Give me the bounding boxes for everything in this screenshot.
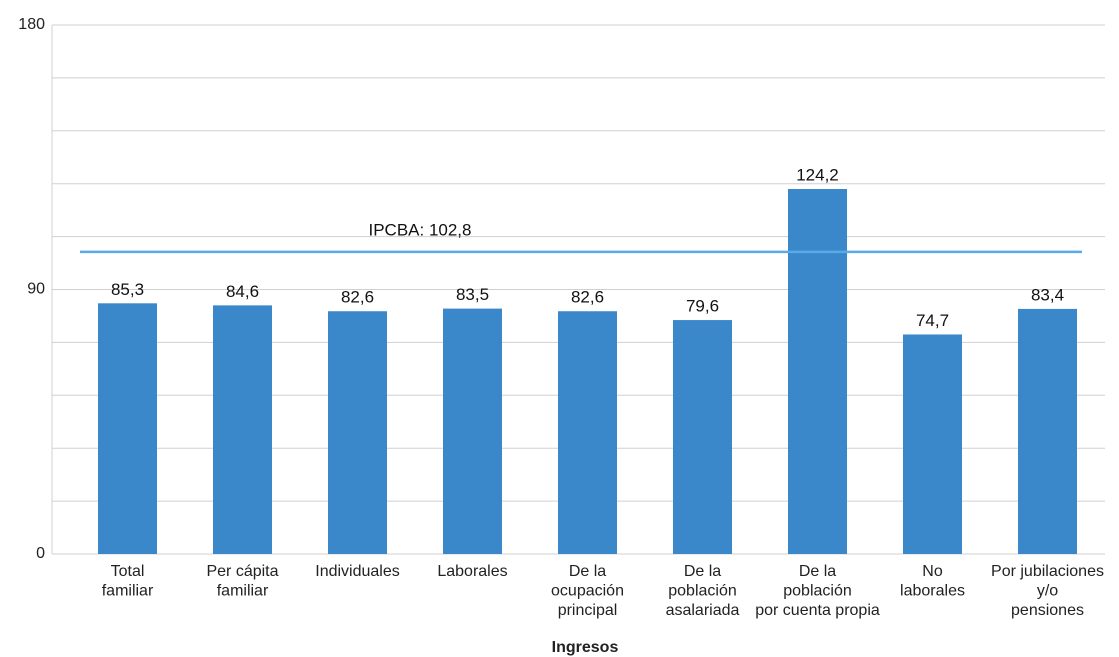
bar — [213, 305, 272, 554]
data-label: 82,6 — [341, 288, 374, 307]
x-tick-label: población — [668, 583, 737, 600]
x-tick-label: asalariada — [666, 602, 740, 619]
data-label: 84,6 — [226, 282, 259, 301]
x-tick-label: familiar — [102, 583, 154, 600]
x-tick-label: Per cápita — [206, 563, 278, 580]
x-tick-label: laborales — [900, 583, 965, 600]
x-tick-label: población — [783, 583, 852, 600]
y-tick-label: 180 — [18, 16, 45, 33]
data-label: 124,2 — [796, 165, 839, 184]
bar — [328, 311, 387, 554]
data-label: 79,6 — [686, 297, 719, 316]
bar — [788, 188, 847, 555]
data-label: 83,5 — [456, 285, 489, 304]
x-tick-label: y/o — [1037, 583, 1058, 600]
x-tick-label: Por jubilaciones — [991, 563, 1104, 580]
x-tick-label: pensiones — [1011, 602, 1084, 619]
x-tick-label: ocupación — [551, 583, 624, 600]
x-tick-label: De la — [569, 563, 606, 580]
y-tick-label: 0 — [36, 545, 45, 562]
x-tick-label: principal — [558, 602, 618, 619]
reference-label: IPCBA: 102,8 — [368, 220, 471, 239]
data-label: 83,4 — [1031, 285, 1064, 304]
bar — [903, 334, 962, 554]
x-tick-label: familiar — [217, 583, 269, 600]
x-tick-label: De la — [684, 563, 721, 580]
y-tick-label: 90 — [27, 281, 45, 298]
x-tick-label: Individuales — [315, 563, 400, 580]
data-label: 85,3 — [111, 280, 144, 299]
bar — [558, 311, 617, 554]
x-tick-label: por cuenta propia — [755, 602, 880, 619]
bar — [673, 320, 732, 554]
bar — [1018, 308, 1077, 554]
x-tick-label: Total — [111, 563, 145, 580]
x-axis-label: Ingresos — [552, 639, 619, 656]
data-label: 82,6 — [571, 288, 604, 307]
x-tick-label: No — [922, 563, 943, 580]
x-tick-label: De la — [799, 563, 836, 580]
bar — [98, 303, 157, 554]
data-label: 74,7 — [916, 311, 949, 330]
x-tick-label: Laborales — [437, 563, 507, 580]
bar — [443, 308, 502, 554]
